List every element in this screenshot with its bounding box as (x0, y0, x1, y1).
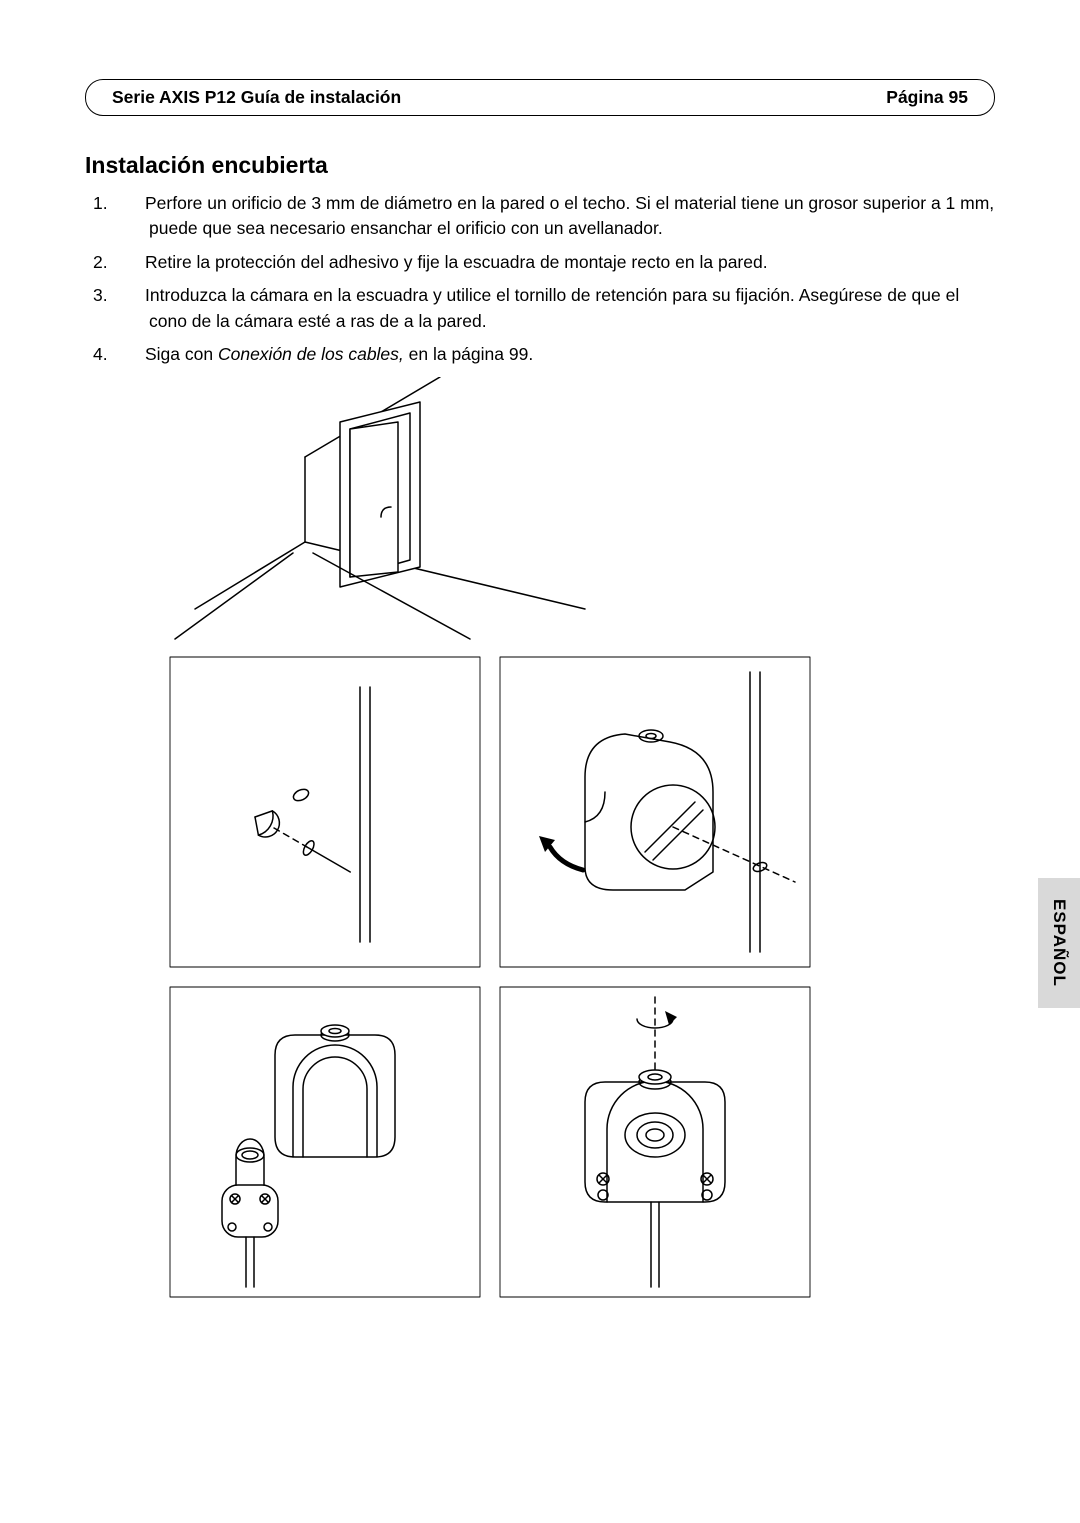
panel-camera-insert (170, 987, 480, 1297)
list-item: 3.Introduzca la cámara en la escuadra y … (121, 283, 995, 334)
panel-bracket-adhesive (500, 657, 810, 967)
page-header: Serie AXIS P12 Guía de instalación Págin… (85, 79, 995, 116)
step-text: Siga con (145, 344, 218, 364)
instruction-list: 1.Perfore un orificio de 3 mm de diámetr… (85, 191, 995, 367)
step-text: Introduzca la cámara en la escuadra y ut… (145, 285, 959, 330)
header-page-number: Página 95 (886, 87, 968, 108)
page: Serie AXIS P12 Guía de instalación Págin… (0, 0, 1080, 1523)
list-item: 4.Siga con Conexión de los cables, en la… (121, 342, 995, 367)
language-tab: ESPAÑOL (1038, 878, 1080, 1008)
section-title: Instalación encubierta (85, 152, 995, 179)
installation-diagram (155, 377, 995, 1342)
diagram-svg (155, 377, 885, 1337)
header-title: Serie AXIS P12 Guía de instalación (112, 87, 401, 108)
step-text: Perfore un orificio de 3 mm de diámetro … (145, 193, 994, 238)
panel-tighten-screw (500, 987, 810, 1297)
panel-countersink (170, 657, 480, 967)
step-text: Retire la protección del adhesivo y fije… (145, 252, 768, 272)
step-text: en la página 99. (404, 344, 533, 364)
step-number: 4. (121, 342, 145, 367)
list-item: 2.Retire la protección del adhesivo y fi… (121, 250, 995, 275)
language-label: ESPAÑOL (1049, 899, 1069, 987)
step-number: 3. (121, 283, 145, 308)
step-number: 1. (121, 191, 145, 216)
list-item: 1.Perfore un orificio de 3 mm de diámetr… (121, 191, 995, 242)
door-scene (175, 377, 585, 639)
step-link: Conexión de los cables, (218, 344, 404, 364)
step-number: 2. (121, 250, 145, 275)
